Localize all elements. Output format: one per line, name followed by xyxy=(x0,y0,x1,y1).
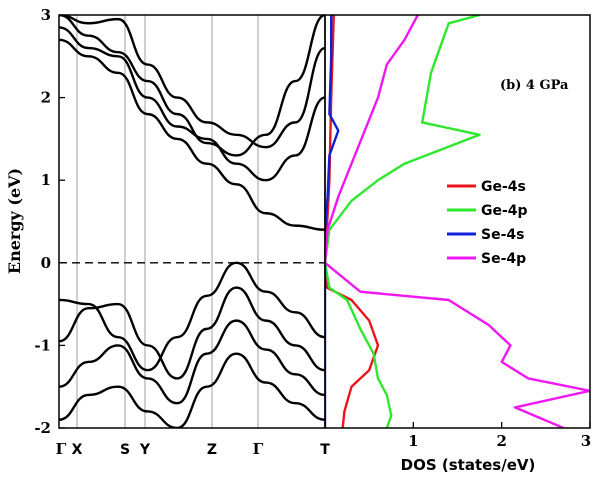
pressure-annotation: (b) 4 GPa xyxy=(500,78,569,93)
legend-label: Se-4s xyxy=(481,227,524,243)
band-line-8 xyxy=(59,352,325,428)
legend-label: Ge-4p xyxy=(481,203,528,219)
band-line-3 xyxy=(59,38,325,231)
dos-tick-label: 1 xyxy=(408,432,418,450)
dos-tick-label: 2 xyxy=(496,432,506,450)
kpoint-label: X xyxy=(72,442,83,458)
energy-tick-label: -1 xyxy=(34,336,51,354)
dos-panel-frame xyxy=(324,14,591,429)
kpoint-label: T xyxy=(320,442,330,458)
legend-label: Se-4p xyxy=(481,251,526,267)
kpoint-label: Γ xyxy=(253,440,264,458)
energy-tick-label: 3 xyxy=(41,6,51,24)
kpoint-lines xyxy=(76,15,259,428)
kpoint-label: Y xyxy=(139,442,151,458)
energy-tick-label: 0 xyxy=(41,254,51,272)
band-line-4 xyxy=(59,15,325,149)
band-line-5 xyxy=(59,261,325,372)
energy-axis-ticks: -2 -1 0 1 2 3 xyxy=(34,6,65,437)
kpoint-label: Γ xyxy=(56,440,67,458)
legend-label: Ge-4s xyxy=(481,179,526,195)
energy-tick-label: 2 xyxy=(41,89,51,107)
kpoint-label: Z xyxy=(207,442,217,458)
band-line-6 xyxy=(59,286,325,380)
dos-panel: 1 2 3 DOS (states/eV) (b) 4 GPa Ge-4s Ge-4p… xyxy=(324,14,591,474)
energy-tick-label: 1 xyxy=(41,171,51,189)
legend: Ge-4s Ge-4p Se-4s Se-4p xyxy=(447,179,528,267)
dos-axis-ticks: 1 2 3 xyxy=(324,422,591,450)
kpoint-label: S xyxy=(120,442,130,458)
dos-line-ge-4s xyxy=(325,15,380,428)
band-line-7 xyxy=(59,319,325,405)
energy-axis-title: Energy (eV) xyxy=(5,168,24,274)
dos-line-se-4s xyxy=(325,15,340,428)
dos-line-ge-4p xyxy=(325,15,481,428)
dos-axis-title: DOS (states/eV) xyxy=(401,456,536,474)
dos-tick-label: 3 xyxy=(581,432,591,450)
dos-line-se-4p xyxy=(325,15,590,428)
band-line-2 xyxy=(59,26,325,182)
band-line-1 xyxy=(59,15,325,157)
band-curves xyxy=(59,15,325,428)
dos-curves xyxy=(325,15,590,428)
energy-tick-label: -2 xyxy=(34,419,51,437)
